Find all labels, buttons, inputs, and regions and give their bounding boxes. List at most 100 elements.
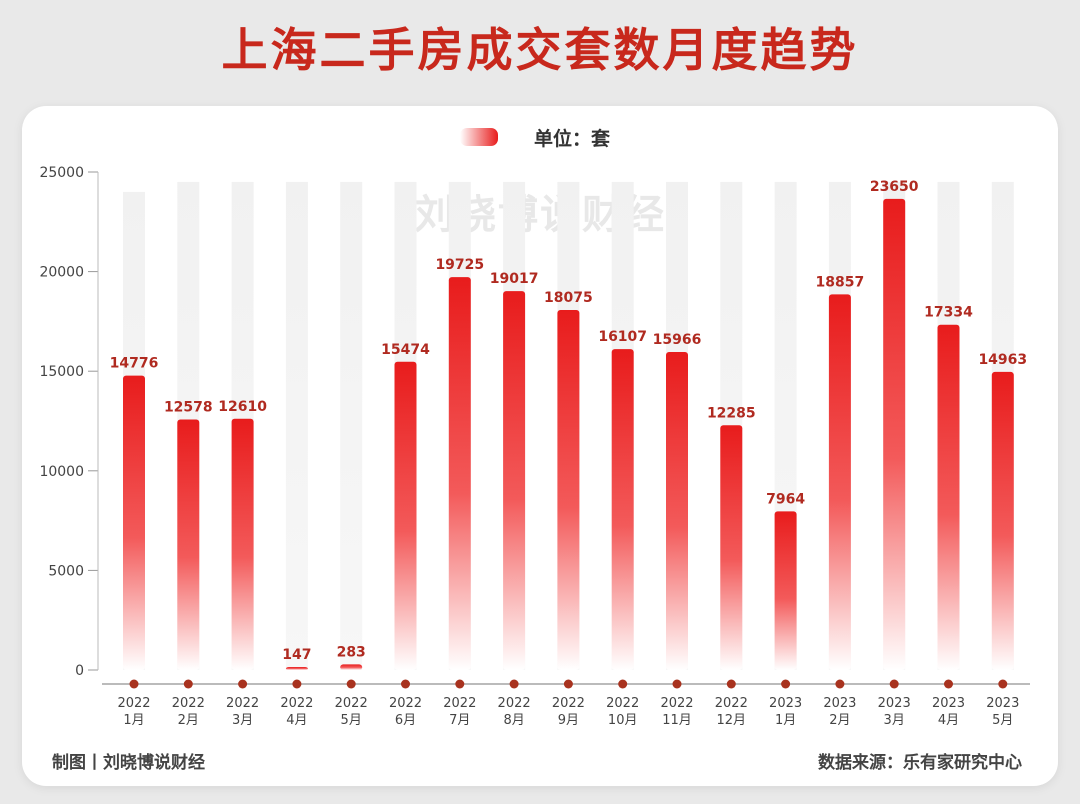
- bar: [123, 375, 145, 670]
- value-label: 18857: [816, 274, 865, 290]
- axis-dot: [346, 679, 356, 689]
- x-tick-year: 2023: [823, 696, 856, 711]
- x-tick-month: 5月: [341, 713, 362, 728]
- bar: [231, 418, 254, 670]
- x-tick-year: 2022: [552, 696, 585, 711]
- bar: [774, 511, 797, 670]
- x-tick-month: 7月: [449, 713, 470, 728]
- axis-dot: [889, 679, 899, 689]
- value-label: 14776: [110, 356, 159, 372]
- value-labels: 14776 12578 12610 147 283 15474 19725 19017 1807…: [110, 179, 1028, 663]
- x-tick-year: 2023: [986, 696, 1019, 711]
- bar: [177, 419, 200, 670]
- bar: [666, 351, 688, 670]
- bar: [448, 277, 471, 670]
- chart-title: 上海二手房成交套数月度趋势: [221, 23, 859, 77]
- y-axis: 0 5000 10000 15000 20000 25000: [39, 165, 99, 679]
- value-label: 17334: [924, 305, 973, 321]
- x-tick-year: 2022: [389, 696, 422, 711]
- x-tick-year: 2022: [606, 696, 639, 711]
- bar: [828, 294, 851, 670]
- value-label: 23650: [870, 179, 919, 195]
- value-label: 12285: [707, 405, 756, 421]
- bar: [883, 198, 906, 670]
- value-label: 19725: [435, 257, 484, 273]
- axis-dot: [292, 679, 302, 689]
- x-tick-month: 4月: [286, 713, 307, 728]
- y-tick-label: 20000: [39, 265, 84, 281]
- axis-dot: [455, 679, 465, 689]
- x-tick-month: 3月: [232, 713, 253, 728]
- value-label: 15966: [653, 332, 702, 348]
- x-tick-year: 2022: [117, 696, 150, 711]
- axis-dot: [944, 679, 953, 689]
- y-tick-label: 15000: [39, 364, 84, 380]
- x-tick-year: 2022: [226, 696, 259, 711]
- y-tick-label: 0: [75, 663, 84, 679]
- axis-dot: [998, 679, 1008, 689]
- value-label: 19017: [490, 271, 539, 287]
- axis-dot: [781, 679, 791, 689]
- bar-track: [285, 181, 308, 670]
- bar: [340, 664, 363, 670]
- x-tick-month: 9月: [558, 713, 579, 728]
- x-tick-month: 1月: [123, 713, 144, 728]
- axis-dot: [726, 679, 736, 689]
- x-tick-month: 10月: [608, 713, 638, 728]
- axis-dot: [129, 679, 139, 689]
- x-tick-month: 2月: [178, 713, 199, 728]
- x-tick-month: 8月: [503, 713, 524, 728]
- axis-dot: [183, 679, 193, 689]
- value-label: 7964: [766, 491, 805, 507]
- value-label: 12578: [164, 399, 213, 415]
- value-label: 147: [282, 647, 311, 663]
- x-tick-year: 2023: [932, 696, 965, 711]
- y-tick-label: 5000: [48, 563, 84, 579]
- bar: [937, 324, 960, 670]
- x-tick-month: 5月: [992, 713, 1013, 728]
- value-label: 14963: [978, 352, 1027, 368]
- axis-dot: [672, 679, 682, 689]
- x-tick-month: 12月: [717, 713, 747, 728]
- value-label: 12610: [218, 399, 267, 415]
- x-tick-month: 11月: [662, 713, 692, 728]
- axis-dot: [835, 679, 845, 689]
- bar: [503, 291, 526, 670]
- bars: [123, 198, 1014, 670]
- legend-label: 单位：套: [534, 127, 611, 150]
- x-tick-month: 2月: [829, 713, 850, 728]
- x-tick-month: 3月: [884, 713, 905, 728]
- footer-credit: 制图丨刘晓博说财经: [52, 753, 205, 773]
- bar: [394, 361, 417, 670]
- bar-track: [340, 181, 363, 670]
- x-tick-year: 2022: [715, 696, 748, 711]
- bar: [991, 371, 1014, 670]
- value-label: 18075: [544, 290, 593, 306]
- axis-dots: [129, 679, 1008, 689]
- y-tick-label: 10000: [39, 464, 84, 480]
- x-tick-year: 2022: [660, 696, 693, 711]
- axis-dot: [618, 679, 628, 689]
- x-tick-month: 6月: [395, 713, 416, 728]
- axis-dot: [509, 679, 519, 689]
- axis-dot: [238, 679, 248, 689]
- y-tick-label: 25000: [39, 165, 84, 181]
- axis-dot: [563, 679, 573, 689]
- value-label: 16107: [598, 329, 647, 345]
- value-label: 15474: [381, 342, 430, 358]
- legend-swatch: [460, 128, 498, 146]
- x-tick-year: 2022: [335, 696, 368, 711]
- bar: [611, 349, 634, 670]
- x-tick-month: 4月: [938, 713, 959, 728]
- x-tick-labels: 2022 1月 2022 2月 2022 3月 2022 4月 2022 5月 2022 6月 2022…: [117, 696, 1019, 728]
- x-tick-year: 2022: [443, 696, 476, 711]
- bar: [720, 425, 743, 670]
- x-tick-month: 1月: [775, 713, 796, 728]
- x-tick-year: 2022: [498, 696, 531, 711]
- bar: [557, 309, 580, 670]
- x-tick-year: 2022: [172, 696, 205, 711]
- legend: 单位：套: [460, 127, 611, 150]
- value-label: 283: [337, 644, 366, 660]
- x-tick-year: 2022: [280, 696, 313, 711]
